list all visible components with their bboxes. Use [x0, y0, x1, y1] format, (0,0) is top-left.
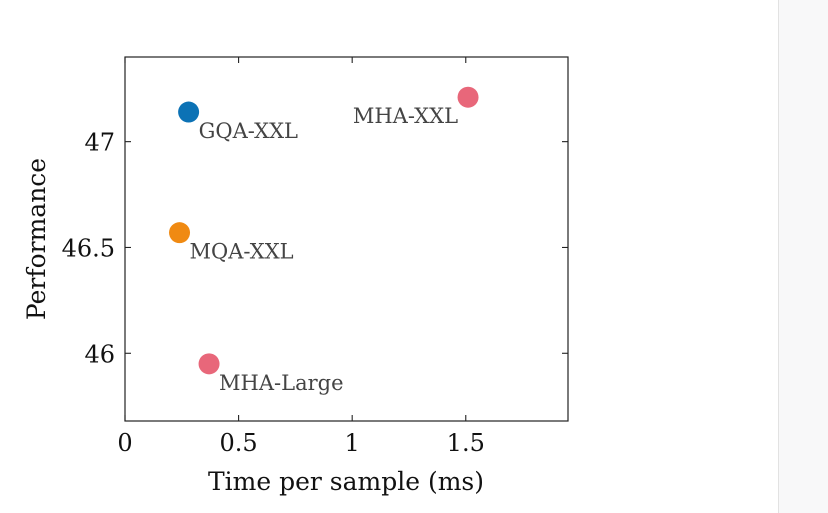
- side-panel: [778, 0, 828, 513]
- x-axis-label: Time per sample (ms): [208, 467, 484, 496]
- point-label: GQA-XXL: [199, 119, 298, 143]
- point-mha-xxl: [457, 86, 479, 108]
- point-label: MHA-XXL: [353, 104, 458, 128]
- y-tick-label: 46: [84, 340, 115, 368]
- y-tick-label: 47: [84, 129, 115, 157]
- point-mqa-xxl: [169, 222, 191, 244]
- axis-ticks: [124, 57, 568, 421]
- point-label: MHA-Large: [219, 371, 343, 395]
- x-tick-label: 0: [117, 429, 132, 457]
- axis-tick-labels: 0 0.5 1 1.5 46 46.5 47: [62, 129, 485, 457]
- data-labels: GQA-XXL MHA-XXL MQA-XXL MHA-Large: [190, 104, 459, 395]
- y-tick-label: 46.5: [62, 234, 115, 262]
- data-points: [169, 86, 479, 375]
- plot-frame: [124, 56, 569, 422]
- point-gqa-xxl: [178, 101, 200, 123]
- y-axis-label: Performance: [22, 158, 51, 320]
- x-tick-label: 1.5: [447, 429, 485, 457]
- point-label: MQA-XXL: [190, 240, 294, 264]
- point-mha-large: [198, 353, 220, 375]
- x-tick-label: 0.5: [220, 429, 258, 457]
- x-tick-label: 1: [345, 429, 360, 457]
